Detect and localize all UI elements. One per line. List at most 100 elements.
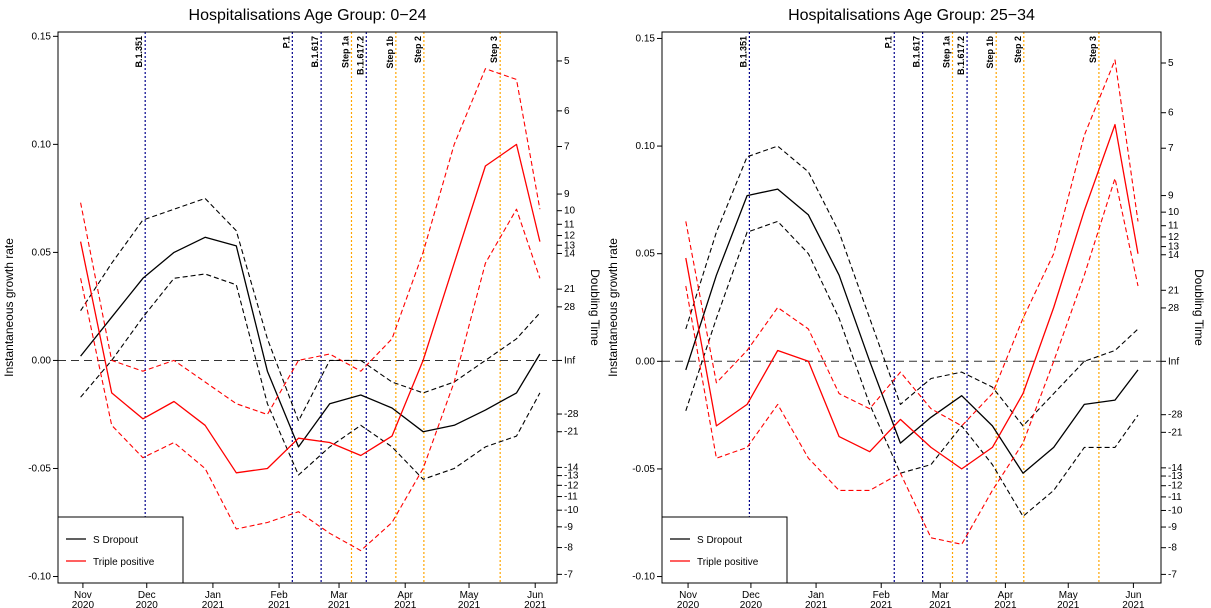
chart-title: Hospitalisations Age Group: 0−24 <box>189 7 427 24</box>
event-label: Step 1a <box>942 35 952 68</box>
y2-tick-label: 9 <box>564 189 570 200</box>
plot-frame <box>661 31 1162 584</box>
y2-tick-label: 5 <box>1168 58 1174 69</box>
event-label: Step 2 <box>413 36 423 63</box>
y2-tick-label: 11 <box>564 219 575 230</box>
x-tick-label: Nov 2020 <box>72 590 95 608</box>
x-tick-label: Jun 2021 <box>1122 590 1145 608</box>
y2-tick-label: -13 <box>1168 471 1183 482</box>
y2-tick-label: 14 <box>564 248 576 259</box>
y2-tick-label: -10 <box>1168 505 1183 516</box>
y2-tick-label: -7 <box>564 569 573 580</box>
y2-tick-label: 12 <box>564 231 576 242</box>
series-line <box>80 236 541 448</box>
event-label: Step 1a <box>340 35 350 68</box>
y-tick-label: 0.10 <box>636 141 656 152</box>
y2-tick-label: 10 <box>1168 207 1180 218</box>
lower-bound-line <box>685 177 1139 545</box>
lower-bound-line <box>685 220 1139 517</box>
y-tick-label: 0.05 <box>636 249 656 260</box>
event-label: Step 3 <box>1088 36 1098 63</box>
series-line <box>79 143 541 474</box>
y2-tick-label: 28 <box>1168 303 1180 314</box>
y-tick-label: 0.10 <box>32 139 52 150</box>
event-label: B.1.617 <box>912 36 922 68</box>
y2-tick-label: -14 <box>564 462 579 473</box>
x-tick-label: Mar 2021 <box>929 590 952 608</box>
y-tick-label: 0.05 <box>32 247 52 258</box>
y2-tick-label: 13 <box>564 240 576 251</box>
y2-tick-label: Inf <box>564 355 575 366</box>
event-label: B.1.351 <box>134 36 144 68</box>
y-tick-label: 0.15 <box>636 33 656 44</box>
x-tick-label: Dec 2020 <box>136 590 159 608</box>
y-tick-label: 0.15 <box>32 31 52 42</box>
x-tick-label: Jan 2021 <box>805 590 828 608</box>
plot-frame <box>57 31 558 584</box>
lower-bound-line <box>80 273 541 480</box>
event-label: Step 2 <box>1013 36 1023 63</box>
x-tick-label: Nov 2020 <box>677 590 700 608</box>
y2-tick-label: -11 <box>1168 492 1182 503</box>
upper-bound-line <box>80 68 541 416</box>
legend-label: Triple positive <box>697 557 759 568</box>
y2-axis-label: Doubling Time <box>588 269 602 346</box>
y2-tick-label: 6 <box>564 106 570 117</box>
y2-tick-label: -9 <box>1168 522 1177 533</box>
x-tick-label: Jan 2021 <box>202 590 225 608</box>
x-tick-label: May 2021 <box>458 590 481 608</box>
y2-tick-label: -8 <box>564 543 573 554</box>
y2-tick-label: -11 <box>564 492 578 503</box>
legend-label: Triple positive <box>93 557 155 568</box>
legend-box <box>661 516 788 584</box>
x-tick-label: Jun 2021 <box>524 590 547 608</box>
x-tick-label: May 2021 <box>1057 590 1080 608</box>
legend-box <box>57 516 184 584</box>
event-label: B.1.617.2 <box>956 36 966 75</box>
y-tick-label: -0.10 <box>632 572 655 583</box>
x-tick-label: Apr 2021 <box>394 590 417 608</box>
y2-tick-label: 10 <box>564 206 576 217</box>
y2-tick-label: -14 <box>1168 463 1183 474</box>
y2-tick-label: -28 <box>1168 410 1183 421</box>
y2-tick-label: 9 <box>1168 191 1174 202</box>
y2-tick-label: 21 <box>564 284 576 295</box>
y2-tick-label: -12 <box>564 480 579 491</box>
upper-bound-line <box>80 197 541 422</box>
y2-tick-label: 28 <box>564 302 576 313</box>
series-line <box>685 123 1139 470</box>
y2-tick-label: -28 <box>564 409 579 420</box>
series-line <box>685 188 1139 474</box>
y-tick-label: -0.10 <box>28 572 51 583</box>
y2-tick-label: 7 <box>564 142 570 153</box>
y-axis-label: Instantaneous growth rate <box>606 238 620 377</box>
event-label: P.1 <box>883 36 893 48</box>
event-label: B.1.617.2 <box>355 36 365 75</box>
y2-tick-label: 13 <box>1168 242 1180 253</box>
x-tick-label: Feb 2021 <box>268 590 291 608</box>
y2-tick-label: 12 <box>1168 232 1180 243</box>
legend-label: S Dropout <box>697 535 742 546</box>
y2-tick-label: -7 <box>1168 569 1177 580</box>
y2-tick-label: -12 <box>1168 481 1183 492</box>
upper-bound-line <box>685 59 1139 427</box>
y-tick-label: 0.00 <box>636 356 656 367</box>
y2-tick-label: 11 <box>1168 221 1179 232</box>
y2-tick-label: -9 <box>564 522 573 533</box>
x-tick-label: Apr 2021 <box>994 590 1017 608</box>
x-tick-label: Feb 2021 <box>870 590 893 608</box>
y2-tick-label: 21 <box>1168 285 1180 296</box>
y2-tick-label: -21 <box>564 427 579 438</box>
y2-tick-label: 14 <box>1168 250 1180 261</box>
y2-tick-label: 6 <box>1168 108 1174 119</box>
y2-axis-label: Doubling Time <box>1192 269 1206 346</box>
x-tick-label: Mar 2021 <box>328 590 351 608</box>
y2-tick-label: 7 <box>1168 143 1174 154</box>
y-tick-label: 0.00 <box>32 355 52 366</box>
y-tick-label: -0.05 <box>28 463 51 474</box>
event-label: Step 3 <box>489 36 499 63</box>
lower-bound-line <box>80 208 541 552</box>
y-tick-label: -0.05 <box>632 464 655 475</box>
y2-tick-label: -10 <box>564 505 579 516</box>
